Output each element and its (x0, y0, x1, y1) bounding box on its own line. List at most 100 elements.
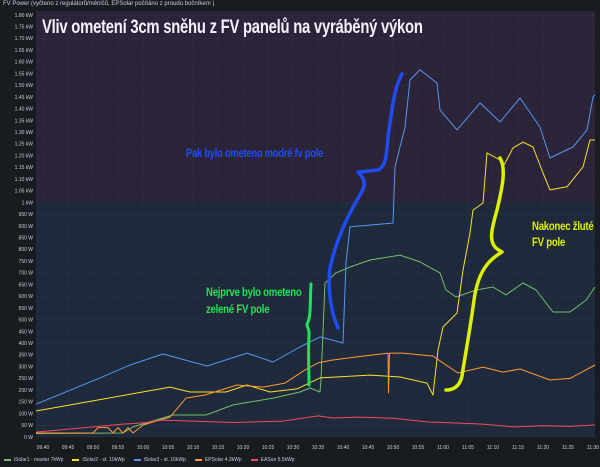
y-tick-label: 1.60 kW (15, 60, 34, 66)
x-tick-label: 10:10 (187, 445, 200, 451)
green-annotation: Nejprve bylo ometeno zelené FV pole (206, 284, 302, 318)
hand-drawn-annotations (305, 72, 506, 392)
y-tick-label: 1.30 kW (15, 130, 34, 136)
legend-item-isolar1[interactable]: iSolar1 - master 7kWp (4, 457, 63, 463)
yellow-annotation: Nakonec žluté FV pole (532, 218, 594, 250)
legend-label: iSolar3 - st. 16kWp (143, 457, 186, 463)
y-tick-label: 1.15 kW (15, 165, 34, 171)
y-tick-label: 650 W (19, 282, 34, 288)
y-tick-label: 1 kW (22, 200, 34, 206)
blue-annotation: Pak bylo ometeno modré fv pole (186, 146, 324, 160)
green-annotation-line1: Nejprve bylo ometeno (206, 285, 302, 299)
y-tick-label: 200 W (19, 388, 34, 394)
legend-item-isolar3[interactable]: iSolar3 - st. 16kWp (133, 457, 186, 463)
series-line-isolar1 (35, 254, 596, 434)
y-tick-label: 450 W (19, 329, 34, 335)
series-line-isolar2 (35, 139, 595, 412)
x-tick-label: 11:05 (462, 445, 474, 451)
x-tick-label: 10:20 (237, 445, 250, 451)
main-title-annotation: Vliv ometení 3cm sněhu z FV panelů na vy… (42, 17, 423, 38)
legend-swatch (133, 459, 141, 461)
x-axis: 09:40 09:45 09:50 09:55 10:00 10:05 10:10 10:15… (37, 445, 600, 451)
series-line-easun (35, 415, 596, 433)
x-tick-label: 10:40 (337, 445, 350, 451)
y-tick-label: 400 W (19, 341, 34, 347)
x-tick-label: 10:15 (212, 445, 225, 451)
y-tick-label: 50 W (21, 423, 33, 429)
yellow-annotation-line1: Nakonec žluté (532, 219, 594, 233)
y-tick-label: 900 W (19, 224, 34, 230)
legend-label: iSolar2 - st. 10kWp (82, 457, 125, 463)
y-tick-label: 1.55 kW (15, 71, 34, 77)
x-tick-label: 09:50 (87, 445, 100, 451)
series-line-isolar3 (35, 69, 596, 405)
band-above-threshold (36, 11, 595, 203)
legend-swatch (4, 459, 11, 461)
y-axis: 0 W 50 W 100 W 150 W 200 W 250 W 300 W 350 W 400… (15, 13, 34, 441)
legend-label: iSolar1 - master 7kWp (14, 457, 64, 463)
yellow-annotation-line2: FV pole (532, 235, 565, 249)
y-tick-label: 500 W (19, 318, 34, 324)
y-tick-label: 150 W (19, 400, 34, 406)
y-tick-label: 350 W (19, 353, 34, 359)
series-line-epsolar (36, 352, 596, 434)
y-tick-label: 800 W (19, 247, 34, 253)
y-tick-label: 1.20 kW (15, 153, 34, 159)
legend-label: EASun 5.5kWp (260, 457, 295, 463)
green-annotation-line2: zelené FV pole (206, 302, 270, 316)
x-tick-label: 10:05 (162, 445, 175, 451)
x-tick-label: 11:30 (587, 445, 599, 451)
yellow-hand-stroke (444, 156, 506, 392)
x-tick-label: 09:45 (62, 445, 75, 451)
legend-item-isolar2[interactable]: iSolar2 - st. 10kWp (72, 457, 125, 463)
series-lines (35, 69, 596, 434)
blue-hand-stroke (327, 72, 404, 330)
legend-swatch (194, 459, 202, 461)
y-tick-label: 1.50 kW (15, 83, 34, 89)
y-tick-label: 1.35 kW (15, 118, 34, 124)
legend-item-easun[interactable]: EASun 5.5kWp (250, 457, 295, 463)
threshold-bands (36, 11, 595, 437)
x-tick-label: 11:00 (437, 445, 449, 451)
panel-title: FV Power (vyčteno z regulátorů/měničů, E… (3, 1, 215, 7)
green-hand-stroke (305, 282, 313, 387)
y-tick-label: 1.75 kW (15, 25, 34, 31)
y-tick-label: 1.45 kW (15, 95, 34, 101)
x-tick-label: 11:15 (512, 445, 524, 451)
y-tick-label: 0 W (24, 435, 33, 441)
x-tick-label: 10:00 (137, 445, 150, 451)
legend-item-epsolar[interactable]: EPSolar 4.3kWp (194, 457, 242, 463)
y-tick-label: 1.70 kW (15, 36, 34, 42)
y-tick-label: 1.25 kW (15, 142, 34, 148)
y-tick-label: 100 W (19, 411, 34, 417)
y-tick-label: 1.40 kW (15, 107, 34, 113)
x-tick-label: 11:10 (487, 445, 499, 451)
legend-swatch (72, 459, 80, 461)
x-tick-label: 10:50 (387, 445, 400, 451)
y-tick-label: 1.10 kW (15, 177, 34, 183)
y-tick-label: 300 W (19, 364, 34, 370)
x-tick-label: 11:25 (562, 445, 574, 451)
x-tick-label: 10:35 (312, 445, 325, 451)
x-tick-label: 10:25 (262, 445, 275, 451)
y-tick-label: 950 W (19, 212, 34, 218)
x-tick-label: 09:40 (37, 445, 50, 451)
legend: iSolar1 - master 7kWp iSolar2 - st. 10kW… (4, 457, 295, 463)
y-tick-label: 700 W (19, 271, 34, 277)
y-tick-label: 750 W (19, 259, 34, 265)
y-tick-label: 850 W (19, 236, 34, 242)
legend-label: EPSolar 4.3kWp (204, 457, 242, 463)
legend-swatch (250, 459, 258, 461)
y-tick-label: 1.05 kW (15, 189, 34, 195)
band-below-threshold (36, 202, 595, 437)
x-tick-label: 10:55 (412, 445, 425, 451)
x-tick-label: 09:55 (112, 445, 125, 451)
grid-lines (36, 11, 595, 438)
x-tick-label: 11:20 (537, 445, 549, 451)
y-tick-label: 1.65 kW (15, 48, 34, 54)
x-tick-label: 10:30 (287, 445, 300, 451)
y-tick-label: 1.80 kW (15, 13, 34, 19)
y-tick-label: 600 W (19, 294, 34, 300)
y-tick-label: 250 W (19, 376, 34, 382)
